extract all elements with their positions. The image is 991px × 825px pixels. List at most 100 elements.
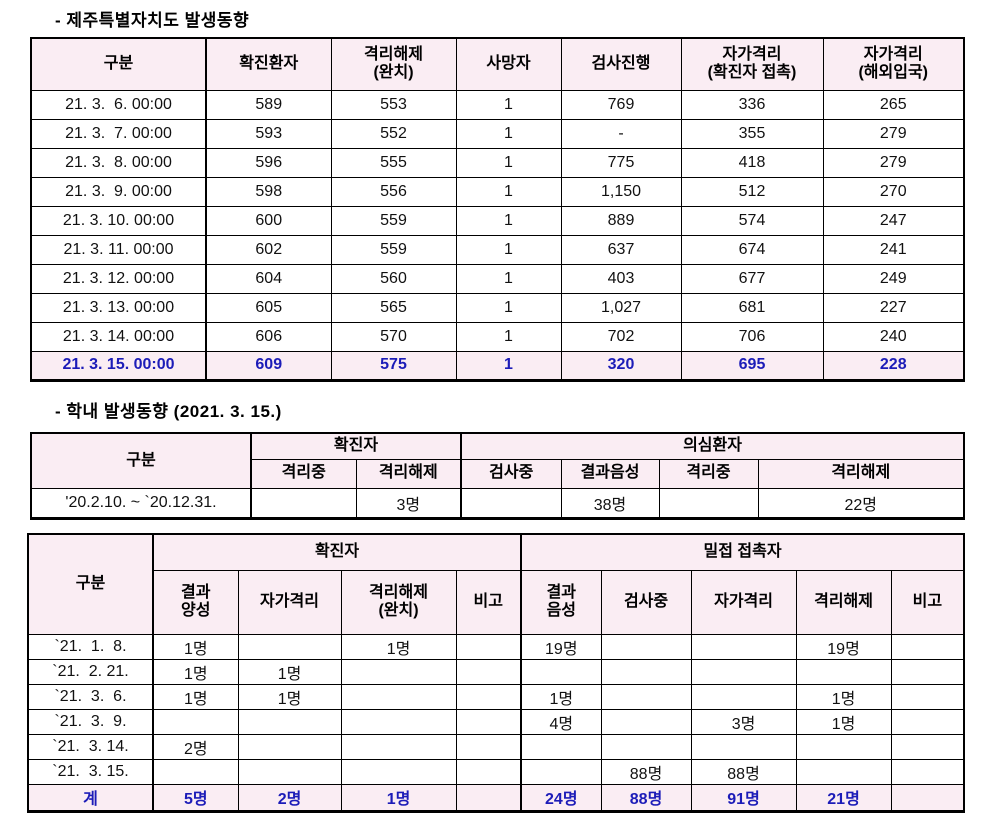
table-row: 21. 3. 12. 00:00 604 560 1 403 677 249 [30, 263, 965, 294]
cell: 706 [680, 321, 824, 352]
cell [890, 758, 965, 785]
cell: 336 [680, 89, 824, 120]
cell: 1명 [340, 633, 457, 660]
table-row: 21. 3. 8. 00:00 596 555 1 775 418 279 [30, 147, 965, 178]
col-header-released: 격리해제 [355, 458, 463, 489]
cell: 1명 [152, 633, 239, 660]
date-cell: `21. 3. 14. [27, 733, 154, 760]
cell [520, 658, 602, 685]
cell [340, 758, 457, 785]
date-cell: 21. 3. 7. 00:00 [30, 118, 207, 149]
cell: 247 [822, 205, 965, 236]
cell: 559 [330, 234, 457, 265]
date-cell: 21. 3. 15. 00:00 [30, 350, 207, 381]
cell: 596 [205, 147, 332, 178]
cell: 552 [330, 118, 457, 149]
cell: 674 [680, 234, 824, 265]
col-header-selfq: 자가격리 [237, 569, 342, 635]
cell: 1명 [237, 658, 342, 685]
cell: 1 [455, 321, 562, 352]
cell [690, 733, 797, 760]
cell: 2명 [237, 783, 342, 812]
cell: 4명 [520, 708, 602, 735]
cell: 1 [455, 234, 562, 265]
table-row: `21. 3. 6. 1명 1명 1명 1명 [27, 683, 965, 710]
cell [455, 783, 523, 812]
cell: 240 [822, 321, 965, 352]
cell: 227 [822, 292, 965, 323]
cell [455, 708, 523, 735]
cell: 1 [455, 292, 562, 323]
cell [890, 683, 965, 710]
cell: 1,150 [560, 176, 682, 207]
table-row: 21. 3. 11. 00:00 602 559 1 637 674 241 [30, 234, 965, 265]
cell [658, 487, 759, 519]
cell: 418 [680, 147, 824, 178]
cell [237, 633, 342, 660]
table-row: 21. 3. 10. 00:00 600 559 1 889 574 247 [30, 205, 965, 236]
col-header-released2: 격리해제 [757, 458, 965, 489]
col-header-gubun: 구분 [27, 533, 154, 635]
cell: 1명 [795, 708, 892, 735]
table-row: `21. 3. 15. 88명 88명 [27, 758, 965, 785]
cell [340, 733, 457, 760]
cell: 575 [330, 350, 457, 381]
cell: 320 [560, 350, 682, 381]
cell: 609 [205, 350, 332, 381]
cell: 1명 [520, 683, 602, 710]
cell: 559 [330, 205, 457, 236]
cell: 769 [560, 89, 682, 120]
col-header-inquarantine2: 격리중 [658, 458, 759, 489]
group-header-row: 구분 확진자 의심환자 [30, 432, 965, 489]
cell: 702 [560, 321, 682, 352]
cell [340, 658, 457, 685]
group-header-row: 구분 확진자 밀접 접촉자 [27, 533, 965, 635]
date-cell: 21. 3. 9. 00:00 [30, 176, 207, 207]
campus-daily-table: 구분 확진자 밀접 접촉자 결과 양성 자가격리 격리해제 (완치) 비고 결과… [27, 533, 966, 813]
cell: 88명 [600, 783, 692, 812]
period-cell: '20.2.10. ~ `20.12.31. [30, 487, 252, 519]
cell [455, 733, 523, 760]
table-row: 21. 3. 7. 00:00 593 552 1 - 355 279 [30, 118, 965, 149]
cell [455, 633, 523, 660]
cell: 88명 [690, 758, 797, 785]
cell [237, 758, 342, 785]
cell: 270 [822, 176, 965, 207]
cell: 3명 [690, 708, 797, 735]
cell: 1,027 [560, 292, 682, 323]
cell: 555 [330, 147, 457, 178]
cell [152, 758, 239, 785]
cell [455, 758, 523, 785]
cell: 565 [330, 292, 457, 323]
cell [795, 733, 892, 760]
cell: 24명 [520, 783, 602, 812]
cell [890, 733, 965, 760]
total-label-cell: 계 [27, 783, 154, 812]
table-row: 21. 3. 14. 00:00 606 570 1 702 706 240 [30, 321, 965, 352]
cell: 249 [822, 263, 965, 294]
cell [890, 658, 965, 685]
date-cell: 21. 3. 13. 00:00 [30, 292, 207, 323]
cell [152, 708, 239, 735]
header-row: 구분 확진환자 격리해제 (완치) 사망자 검사진행 자가격리 (확진자 접촉)… [30, 37, 965, 91]
cell: 5명 [152, 783, 239, 812]
date-cell: 21. 3. 11. 00:00 [30, 234, 207, 265]
cell [520, 733, 602, 760]
date-cell: 21. 3. 10. 00:00 [30, 205, 207, 236]
cell: 265 [822, 89, 965, 120]
cell: 589 [205, 89, 332, 120]
cell: 570 [330, 321, 457, 352]
col-header-note: 비고 [455, 569, 523, 635]
campus-summary-table: 구분 확진자 의심환자 격리중 격리해제 검사중 결과음성 격리중 격리해제 '… [30, 432, 966, 520]
col-header-negative: 결과 음성 [520, 569, 602, 635]
cell: 775 [560, 147, 682, 178]
cell: 38명 [560, 487, 660, 519]
cell: 1 [455, 89, 562, 120]
cell: 1명 [237, 683, 342, 710]
section1-title: - 제주특별자치도 발생동향 [55, 11, 250, 30]
cell: 606 [205, 321, 332, 352]
col-header-released: 격리해제 (완치) [340, 569, 457, 635]
cell [600, 633, 692, 660]
col-header-testing: 검사중 [600, 569, 692, 635]
